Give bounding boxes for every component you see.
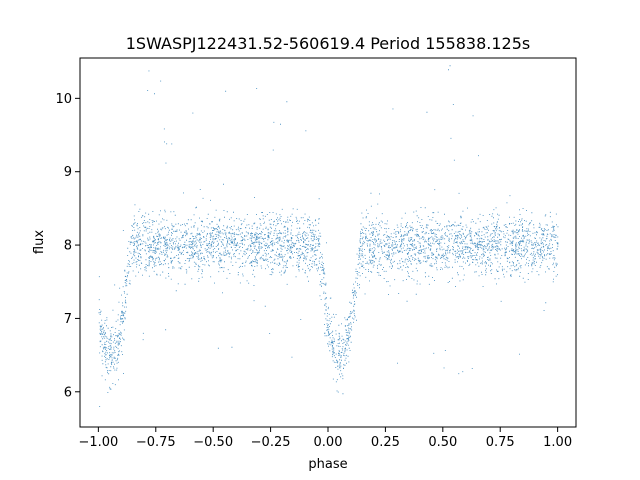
x-tick-label: 0.25 bbox=[371, 435, 400, 450]
x-tick-label: 0.50 bbox=[428, 435, 457, 450]
x-tick-label: 0.00 bbox=[314, 435, 343, 450]
x-tick-label: −0.50 bbox=[193, 435, 233, 450]
data-points bbox=[98, 65, 559, 407]
x-tick-label: −0.25 bbox=[251, 435, 291, 450]
x-tick-label: −0.75 bbox=[136, 435, 176, 450]
y-tick-label: 10 bbox=[55, 92, 72, 107]
chart-title: 1SWASPJ122431.52-560619.4 Period 155838.… bbox=[126, 34, 531, 53]
plot-frame bbox=[79, 57, 577, 428]
y-axis-label: flux bbox=[32, 230, 47, 254]
x-axis-label: phase bbox=[308, 457, 347, 472]
y-tick-label: 6 bbox=[64, 385, 72, 400]
scatter-points bbox=[98, 65, 559, 407]
x-tick-label: 0.75 bbox=[486, 435, 515, 450]
y-axis: 6 7 8 9 10 bbox=[55, 92, 80, 400]
y-tick-label: 8 bbox=[64, 239, 72, 254]
x-tick-label: −1.00 bbox=[78, 435, 118, 450]
x-tick-label: 1.00 bbox=[543, 435, 572, 450]
x-axis: −1.00 −0.75 −0.50 −0.25 0.00 0.25 0.50 0.75 1.00 bbox=[78, 427, 572, 450]
y-tick-label: 9 bbox=[64, 165, 72, 180]
y-tick-label: 7 bbox=[64, 312, 72, 327]
